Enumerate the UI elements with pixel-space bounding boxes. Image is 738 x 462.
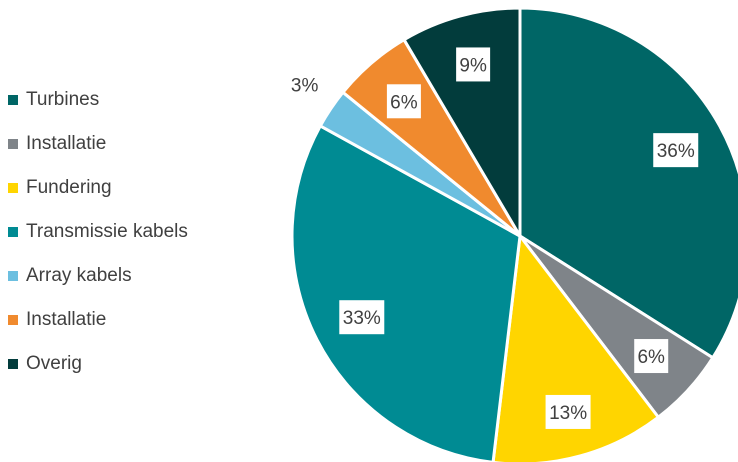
pie-slice xyxy=(491,234,660,462)
chart-legend: Turbines Installatie Fundering Transmissie … xyxy=(8,89,188,397)
pie-slice xyxy=(402,6,522,238)
slice-label: 13% xyxy=(545,394,591,429)
slice-label: 36% xyxy=(653,133,699,168)
legend-label: Turbines xyxy=(26,89,100,110)
legend-item: Installatie xyxy=(8,309,188,331)
slice-label-box xyxy=(545,394,591,429)
legend-item: Overig xyxy=(8,353,188,375)
legend-item: Fundering xyxy=(8,177,188,199)
legend-item: Array kabels xyxy=(8,265,188,287)
legend-swatch xyxy=(8,183,18,193)
slice-label-text: 36% xyxy=(657,141,695,162)
slice-label-text: 9% xyxy=(459,55,487,76)
legend-label: Array kabels xyxy=(26,265,132,286)
slice-label-text: 6% xyxy=(390,92,418,113)
slice-label-text: 3% xyxy=(291,75,319,96)
legend-label: Fundering xyxy=(26,177,112,198)
legend-item: Turbines xyxy=(8,89,188,111)
legend-label: Installatie xyxy=(26,133,107,154)
slice-label: 6% xyxy=(634,339,669,374)
slice-label-text: 33% xyxy=(343,308,381,329)
slice-label-text: 6% xyxy=(637,347,665,368)
legend-swatch xyxy=(8,271,18,281)
slice-label: 9% xyxy=(456,47,491,82)
legend-swatch xyxy=(8,95,18,105)
slice-label-box xyxy=(386,84,421,119)
legend-swatch xyxy=(8,359,18,369)
legend-swatch xyxy=(8,139,18,149)
slice-label-box xyxy=(634,339,669,374)
slice-label: 33% xyxy=(339,300,385,335)
slice-label: 3% xyxy=(291,75,319,96)
legend-label: Transmissie kabels xyxy=(26,221,188,242)
legend-label: Installatie xyxy=(26,309,107,330)
legend-item: Transmissie kabels xyxy=(8,221,188,243)
slice-label-box xyxy=(339,300,385,335)
pie-slice xyxy=(290,124,522,462)
legend-swatch xyxy=(8,227,18,237)
slice-label: 6% xyxy=(386,84,421,119)
slice-label-box xyxy=(456,47,491,82)
legend-label: Overig xyxy=(26,353,82,374)
legend-item: Installatie xyxy=(8,133,188,155)
slice-label-box xyxy=(653,133,699,168)
slice-label-text: 13% xyxy=(549,403,587,424)
legend-swatch xyxy=(8,315,18,325)
